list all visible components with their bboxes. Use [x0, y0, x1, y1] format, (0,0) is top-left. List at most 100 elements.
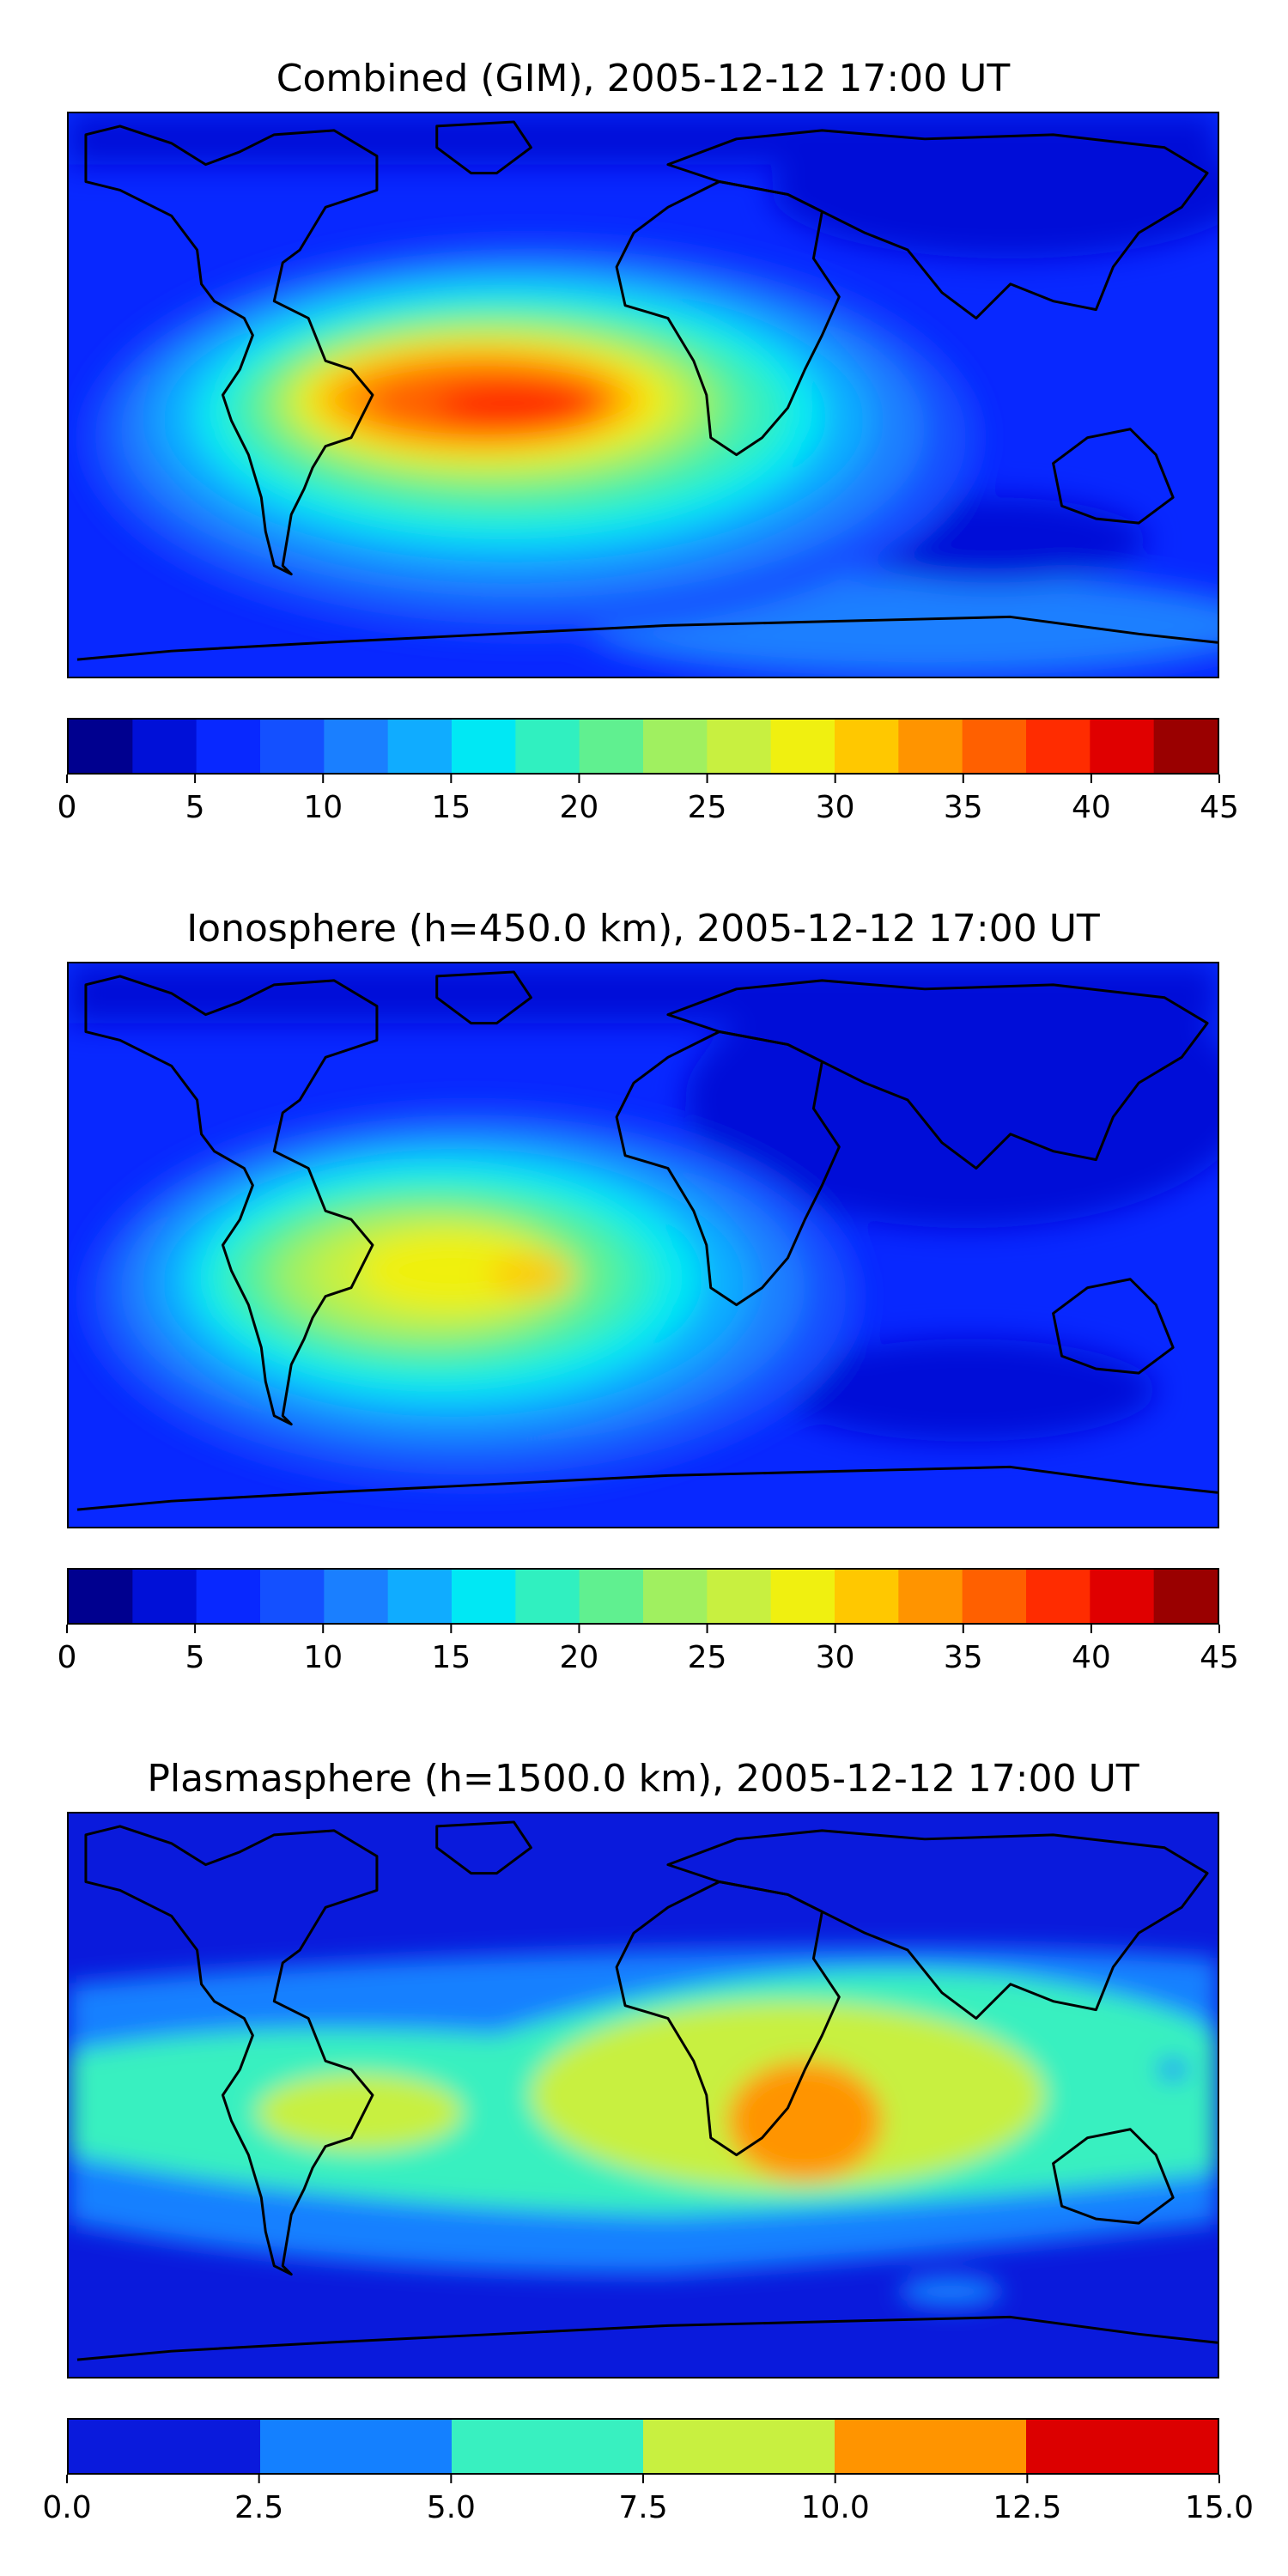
colorbar-swatch — [707, 1570, 772, 1623]
colorbar-tick-label: 7.5 — [618, 2490, 667, 2525]
colorbar-tick-label: 40 — [1072, 790, 1111, 825]
colorbar-tick-label: 30 — [816, 790, 855, 825]
americas-coastline — [84, 125, 379, 576]
antarctica-coastline — [76, 615, 1218, 661]
colorbar-tick-label: 40 — [1072, 1640, 1111, 1675]
eurasia-coastline — [666, 1829, 1209, 2020]
colorbar-swatch — [324, 1570, 389, 1623]
antarctica-coastline — [76, 1465, 1218, 1511]
colorbar-tick-label: 0.0 — [42, 2490, 91, 2525]
colorbar-tick-label: 2.5 — [234, 2490, 283, 2525]
contour-level-40 — [436, 383, 592, 428]
contour-asia-low — [770, 121, 1218, 258]
colorbar-swatches — [69, 1570, 1218, 1623]
colorbar-tick-label: 15.0 — [1185, 2490, 1254, 2525]
colorbar-tick-label: 15 — [431, 1640, 471, 1675]
colorbar — [67, 718, 1219, 775]
coastlines — [76, 970, 1218, 1511]
colorbar-swatch — [579, 720, 644, 773]
colorbar-swatch — [1090, 1570, 1155, 1623]
colorbar-swatch — [1153, 720, 1218, 773]
greenland-coastline — [435, 120, 532, 175]
colorbar-tick-label: 5 — [185, 1640, 205, 1675]
colorbar-swatch — [643, 720, 708, 773]
colorbar — [67, 1568, 1219, 1625]
colorbar-tick-label: 45 — [1200, 790, 1239, 825]
colorbar-swatch — [643, 1570, 708, 1623]
colorbar-tick-label: 30 — [816, 1640, 855, 1675]
americas-coastline — [84, 975, 379, 1426]
colorbar-swatch — [579, 1570, 644, 1623]
colorbar-swatch — [898, 1570, 963, 1623]
colorbar-swatch — [1026, 2420, 1218, 2473]
chart-title: Plasmasphere (h=1500.0 km), 2005-12-12 1… — [147, 1757, 1139, 1801]
colorbar-swatch — [962, 720, 1027, 773]
colorbar-swatch — [835, 720, 899, 773]
contour-east-spot — [1157, 2059, 1189, 2081]
colorbar-swatch — [835, 1570, 899, 1623]
colorbar-swatch — [387, 1570, 453, 1623]
eurasia-coastline — [666, 129, 1209, 320]
colorbar-tick-label: 35 — [944, 790, 983, 825]
colorbar-swatch — [260, 1570, 325, 1623]
colorbar-swatch — [196, 720, 261, 773]
colorbar-tick-label: 15 — [431, 790, 471, 825]
tec-map-ionosphere — [69, 963, 1218, 1527]
colorbar-tick-label: 0 — [58, 790, 77, 825]
australia-coastline — [1052, 2128, 1175, 2225]
colorbar-tick-label: 45 — [1200, 1640, 1239, 1675]
colorbar-swatch — [643, 2420, 835, 2473]
colorbar-tick-label: 5.0 — [427, 2490, 476, 2525]
chart-title: Combined (GIM), 2005-12-12 17:00 UT — [276, 57, 1011, 100]
colorbar-swatch — [69, 2420, 261, 2473]
colorbar-tick-label: 12.5 — [993, 2490, 1061, 2525]
contour-south-low — [779, 1339, 1157, 1442]
coastlines — [76, 1820, 1218, 2361]
colorbar-swatch — [452, 1570, 516, 1623]
tec-map-combined — [69, 113, 1218, 677]
greenland-coastline — [435, 970, 532, 1025]
colorbar-swatch — [835, 2420, 1027, 2473]
colorbar-swatch — [515, 720, 580, 773]
americas-coastline — [84, 1825, 379, 2276]
colorbar-swatch — [324, 720, 389, 773]
contour-south-spot — [899, 2275, 1002, 2307]
colorbar-swatch — [69, 1570, 133, 1623]
colorbar-tick-label: 35 — [944, 1640, 983, 1675]
colorbar — [67, 2418, 1219, 2475]
colorbar-swatch — [387, 720, 453, 773]
colorbar-swatch — [515, 1570, 580, 1623]
colorbar-swatch — [69, 720, 133, 773]
colorbar-swatch — [260, 720, 325, 773]
australia-coastline — [1052, 428, 1175, 525]
colorbar-swatches — [69, 720, 1218, 773]
colorbar-tick-label: 0 — [58, 1640, 77, 1675]
greenland-coastline — [435, 1820, 532, 1875]
colorbar-swatch — [770, 720, 835, 773]
map-plot-area — [67, 112, 1219, 678]
colorbar-swatch — [707, 720, 772, 773]
contour-level-10 — [727, 2061, 883, 2181]
colorbar-swatch — [1153, 1570, 1218, 1623]
contour-level-30 — [359, 1232, 549, 1309]
colorbar-swatch — [452, 720, 516, 773]
antarctica-coastline — [76, 2315, 1218, 2361]
eurasia-coastline — [666, 979, 1209, 1170]
colorbar-ticks: 0.0 2.5 5.0 7.5 10.0 12.5 15.0 — [42, 2475, 1254, 2526]
chart-title: Ionosphere (h=450.0 km), 2005-12-12 17:0… — [186, 907, 1100, 951]
colorbar-tick-labels: 0.0 2.5 5.0 7.5 10.0 12.5 15.0 — [42, 2475, 1254, 2525]
colorbar-swatch — [962, 1570, 1027, 1623]
colorbar-tick-label: 10 — [303, 790, 343, 825]
colorbar-swatch — [132, 720, 197, 773]
colorbar-tick-labels: 0 5 10 15 20 25 30 35 40 45 — [58, 775, 1239, 825]
colorbar-tick-label: 20 — [560, 790, 599, 825]
colorbar-tick-label: 5 — [185, 790, 205, 825]
colorbar-swatch — [452, 2420, 644, 2473]
colorbar-swatch — [132, 1570, 197, 1623]
colorbar-tick-labels: 0 5 10 15 20 25 30 35 40 45 — [58, 1625, 1239, 1675]
tec-map-plasmasphere — [69, 1814, 1218, 2377]
colorbar-tick-label: 25 — [688, 1640, 727, 1675]
colorbar-tick-label: 20 — [560, 1640, 599, 1675]
colorbar-tick-label: 25 — [688, 790, 727, 825]
colorbar-swatch — [260, 2420, 453, 2473]
